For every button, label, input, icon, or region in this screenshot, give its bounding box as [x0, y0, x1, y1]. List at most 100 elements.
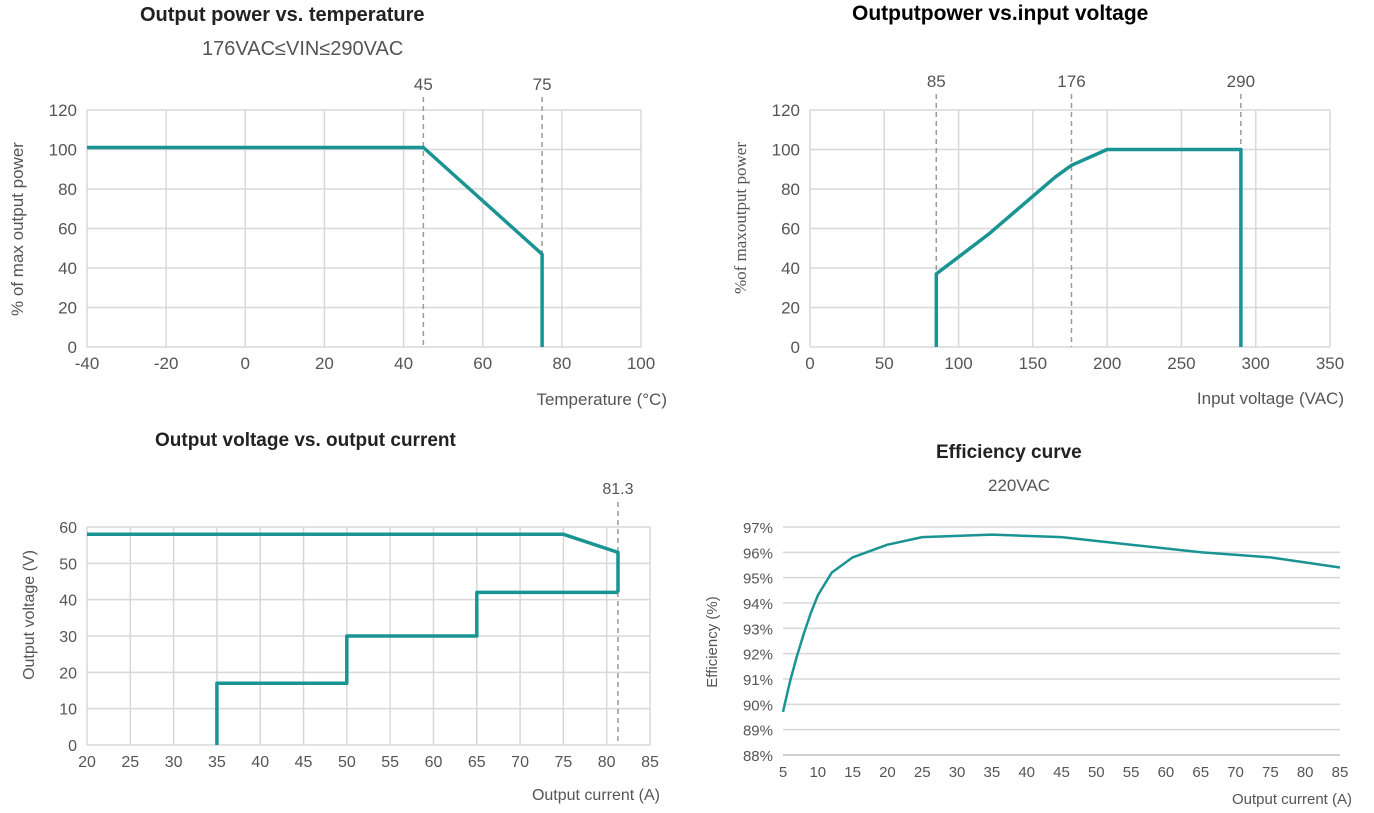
x-tick-label: 200 [1093, 354, 1121, 373]
y-axis-label: Output voltage (V) [21, 550, 38, 680]
chart-temperature-plot: -40 -20 0 20 40 60 80 100 0 20 40 60 80 100 120 Tempera… [8, 75, 667, 409]
chart-input-voltage-plot: 0 50 100 150 200 250 300 350 0 20 40 60 80 100 120 Inpu… [731, 72, 1344, 408]
chart-title: Output power vs. temperature [140, 4, 425, 26]
chart-input-voltage: Outputpower vs.input voltage 0 50 100 150 20… [690, 0, 1374, 420]
y-tick-label: 91% [743, 672, 773, 689]
chart-subtitle: 176VAC≤VIN≤290VAC [202, 38, 404, 60]
x-tick-label: 20 [315, 354, 334, 373]
x-tick-label: 80 [598, 754, 616, 771]
x-tick-label: 150 [1019, 354, 1047, 373]
y-axis-label: %of maxoutput power [731, 142, 750, 294]
x-tick-label: 5 [779, 764, 787, 781]
y-tick-label: 20 [59, 665, 77, 682]
series-line [215, 590, 618, 745]
chart-temperature: Output power vs. temperature 176VAC≤VIN≤… [0, 0, 690, 420]
y-tick-label: 40 [59, 593, 77, 610]
chart-subtitle: 220VAC [988, 476, 1051, 495]
reference-marker-label: 45 [414, 75, 433, 94]
y-tick-label: 80 [781, 180, 800, 199]
x-tick-label: -20 [154, 354, 179, 373]
chart-title: Output voltage vs. output current [155, 430, 456, 451]
x-tick-label: 70 [1227, 764, 1244, 781]
x-tick-label: 65 [468, 754, 486, 771]
x-tick-label: -40 [75, 354, 100, 373]
x-tick-label: 35 [208, 754, 226, 771]
x-axis-label: Temperature (°C) [536, 390, 667, 409]
x-tick-label: 35 [984, 764, 1001, 781]
y-tick-label: 50 [59, 556, 77, 573]
y-tick-label: 40 [58, 259, 77, 278]
y-tick-label: 60 [781, 220, 800, 239]
y-tick-label: 96% [743, 545, 773, 562]
reference-marker-label: 85 [927, 72, 946, 91]
x-tick-label: 40 [394, 354, 413, 373]
x-tick-label: 45 [1053, 764, 1070, 781]
x-tick-label: 50 [1088, 764, 1105, 781]
y-tick-label: 93% [743, 621, 773, 638]
x-tick-label: 50 [875, 354, 894, 373]
series-line [87, 532, 620, 593]
y-tick-label: 80 [58, 180, 77, 199]
y-tick-label: 89% [743, 723, 773, 740]
y-tick-label: 0 [68, 338, 77, 357]
chart-output-voltage: Output voltage vs. output current 20 25 30… [0, 420, 690, 813]
x-tick-label: 85 [1332, 764, 1349, 781]
reference-marker-label: 176 [1057, 72, 1085, 91]
x-tick-label: 50 [338, 754, 356, 771]
x-tick-label: 0 [805, 354, 814, 373]
x-tick-label: 85 [641, 754, 659, 771]
x-tick-label: 65 [1192, 764, 1209, 781]
y-tick-label: 88% [743, 748, 773, 765]
y-tick-label: 120 [49, 101, 77, 120]
y-tick-label: 120 [772, 101, 800, 120]
y-tick-label: 100 [772, 141, 800, 160]
x-tick-label: 80 [1297, 764, 1314, 781]
y-tick-label: 95% [743, 571, 773, 588]
x-tick-label: 40 [1018, 764, 1035, 781]
x-tick-label: 55 [1123, 764, 1140, 781]
x-tick-label: 40 [251, 754, 269, 771]
reference-marker-label: 290 [1227, 72, 1255, 91]
chart-output-voltage-plot: 20 25 30 35 40 45 50 55 60 65 70 75 80 85 0 10 20 30 40 50 6… [21, 481, 660, 804]
x-tick-label: 70 [511, 754, 529, 771]
reference-marker-label: 81.3 [602, 481, 633, 498]
x-axis-label: Input voltage (VAC) [1197, 389, 1344, 408]
x-tick-label: 20 [78, 754, 96, 771]
y-tick-label: 20 [781, 299, 800, 318]
y-tick-label: 60 [58, 220, 77, 239]
y-tick-label: 94% [743, 596, 773, 613]
x-tick-label: 20 [879, 764, 896, 781]
series-line [781, 533, 1341, 713]
y-tick-label: 0 [791, 338, 800, 357]
series-line [934, 147, 1243, 347]
x-axis-label: Output current (A) [532, 787, 660, 804]
x-tick-label: 250 [1167, 354, 1195, 373]
y-tick-label: 10 [59, 702, 77, 719]
x-tick-label: 60 [1158, 764, 1175, 781]
x-axis-label: Output current (A) [1232, 791, 1352, 808]
y-tick-label: 0 [68, 738, 77, 755]
y-tick-label: 40 [781, 259, 800, 278]
y-tick-label: 97% [743, 520, 773, 537]
x-tick-label: 25 [121, 754, 139, 771]
y-tick-label: 100 [49, 141, 77, 160]
chart-efficiency: Efficiency curve 220VAC 5 10 15 20 25 30 35 40 4… [690, 420, 1374, 813]
x-tick-label: 45 [295, 754, 313, 771]
x-tick-label: 15 [844, 764, 861, 781]
series-line [87, 145, 544, 347]
chart-efficiency-plot: 5 10 15 20 25 30 35 40 45 50 55 60 65 70 75 80 85 88% 89% 9… [704, 520, 1352, 808]
x-tick-label: 300 [1242, 354, 1270, 373]
x-tick-label: 55 [381, 754, 399, 771]
x-tick-label: 60 [425, 754, 443, 771]
x-tick-label: 100 [944, 354, 972, 373]
chart-title: Efficiency curve [936, 442, 1082, 463]
x-tick-label: 30 [165, 754, 183, 771]
y-axis-label: % of max output power [8, 142, 27, 316]
reference-marker-label: 75 [533, 75, 552, 94]
y-tick-label: 20 [58, 299, 77, 318]
x-tick-label: 80 [552, 354, 571, 373]
x-tick-label: 30 [949, 764, 966, 781]
chart-title: Outputpower vs.input voltage [852, 2, 1149, 25]
y-axis-label: Efficiency (%) [704, 596, 721, 687]
x-tick-label: 60 [473, 354, 492, 373]
